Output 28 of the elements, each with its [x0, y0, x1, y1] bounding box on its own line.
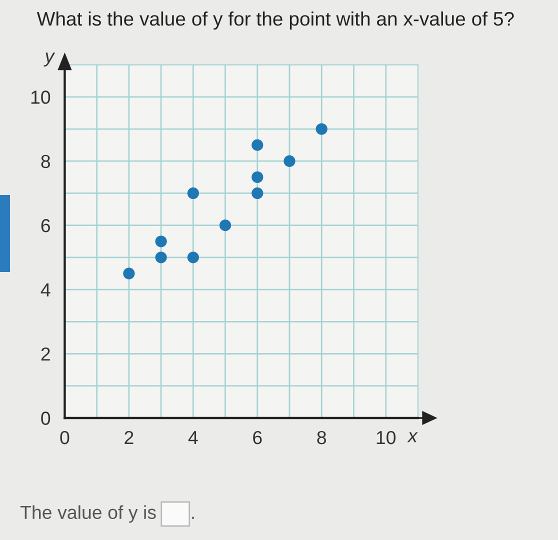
- x-tick-label: 2: [124, 430, 134, 444]
- chart-title: What is the value of y for the point with an x-value of 5?: [36, 11, 514, 30]
- point: [155, 236, 167, 248]
- y-tick-label: 8: [41, 154, 50, 168]
- y-tick-label: 2: [41, 347, 50, 361]
- point: [252, 187, 264, 200]
- point: [252, 139, 264, 151]
- point: [219, 220, 232, 232]
- y-tick-label: 10: [31, 90, 50, 104]
- point: [284, 155, 296, 167]
- x-tick-label: 6: [253, 430, 262, 444]
- y-tick-label: 4: [40, 283, 50, 296]
- text: The value of y is: [20, 505, 156, 523]
- point: [155, 252, 167, 264]
- x-tick-label: 4: [188, 431, 198, 444]
- x-tick-label: 8: [317, 430, 326, 444]
- y-tick-label: 6: [41, 219, 50, 232]
- point: [187, 252, 199, 264]
- point: [316, 123, 328, 135]
- text: .: [192, 516, 194, 519]
- point: [252, 171, 264, 183]
- y-tick-label: 0: [41, 412, 50, 425]
- x-tick-label: 0: [60, 430, 70, 444]
- point: [123, 268, 135, 280]
- y-axis-title: y: [44, 52, 56, 66]
- x-tick-label: 10: [376, 430, 396, 444]
- point: [187, 187, 199, 200]
- x-axis-title: x: [407, 432, 418, 442]
